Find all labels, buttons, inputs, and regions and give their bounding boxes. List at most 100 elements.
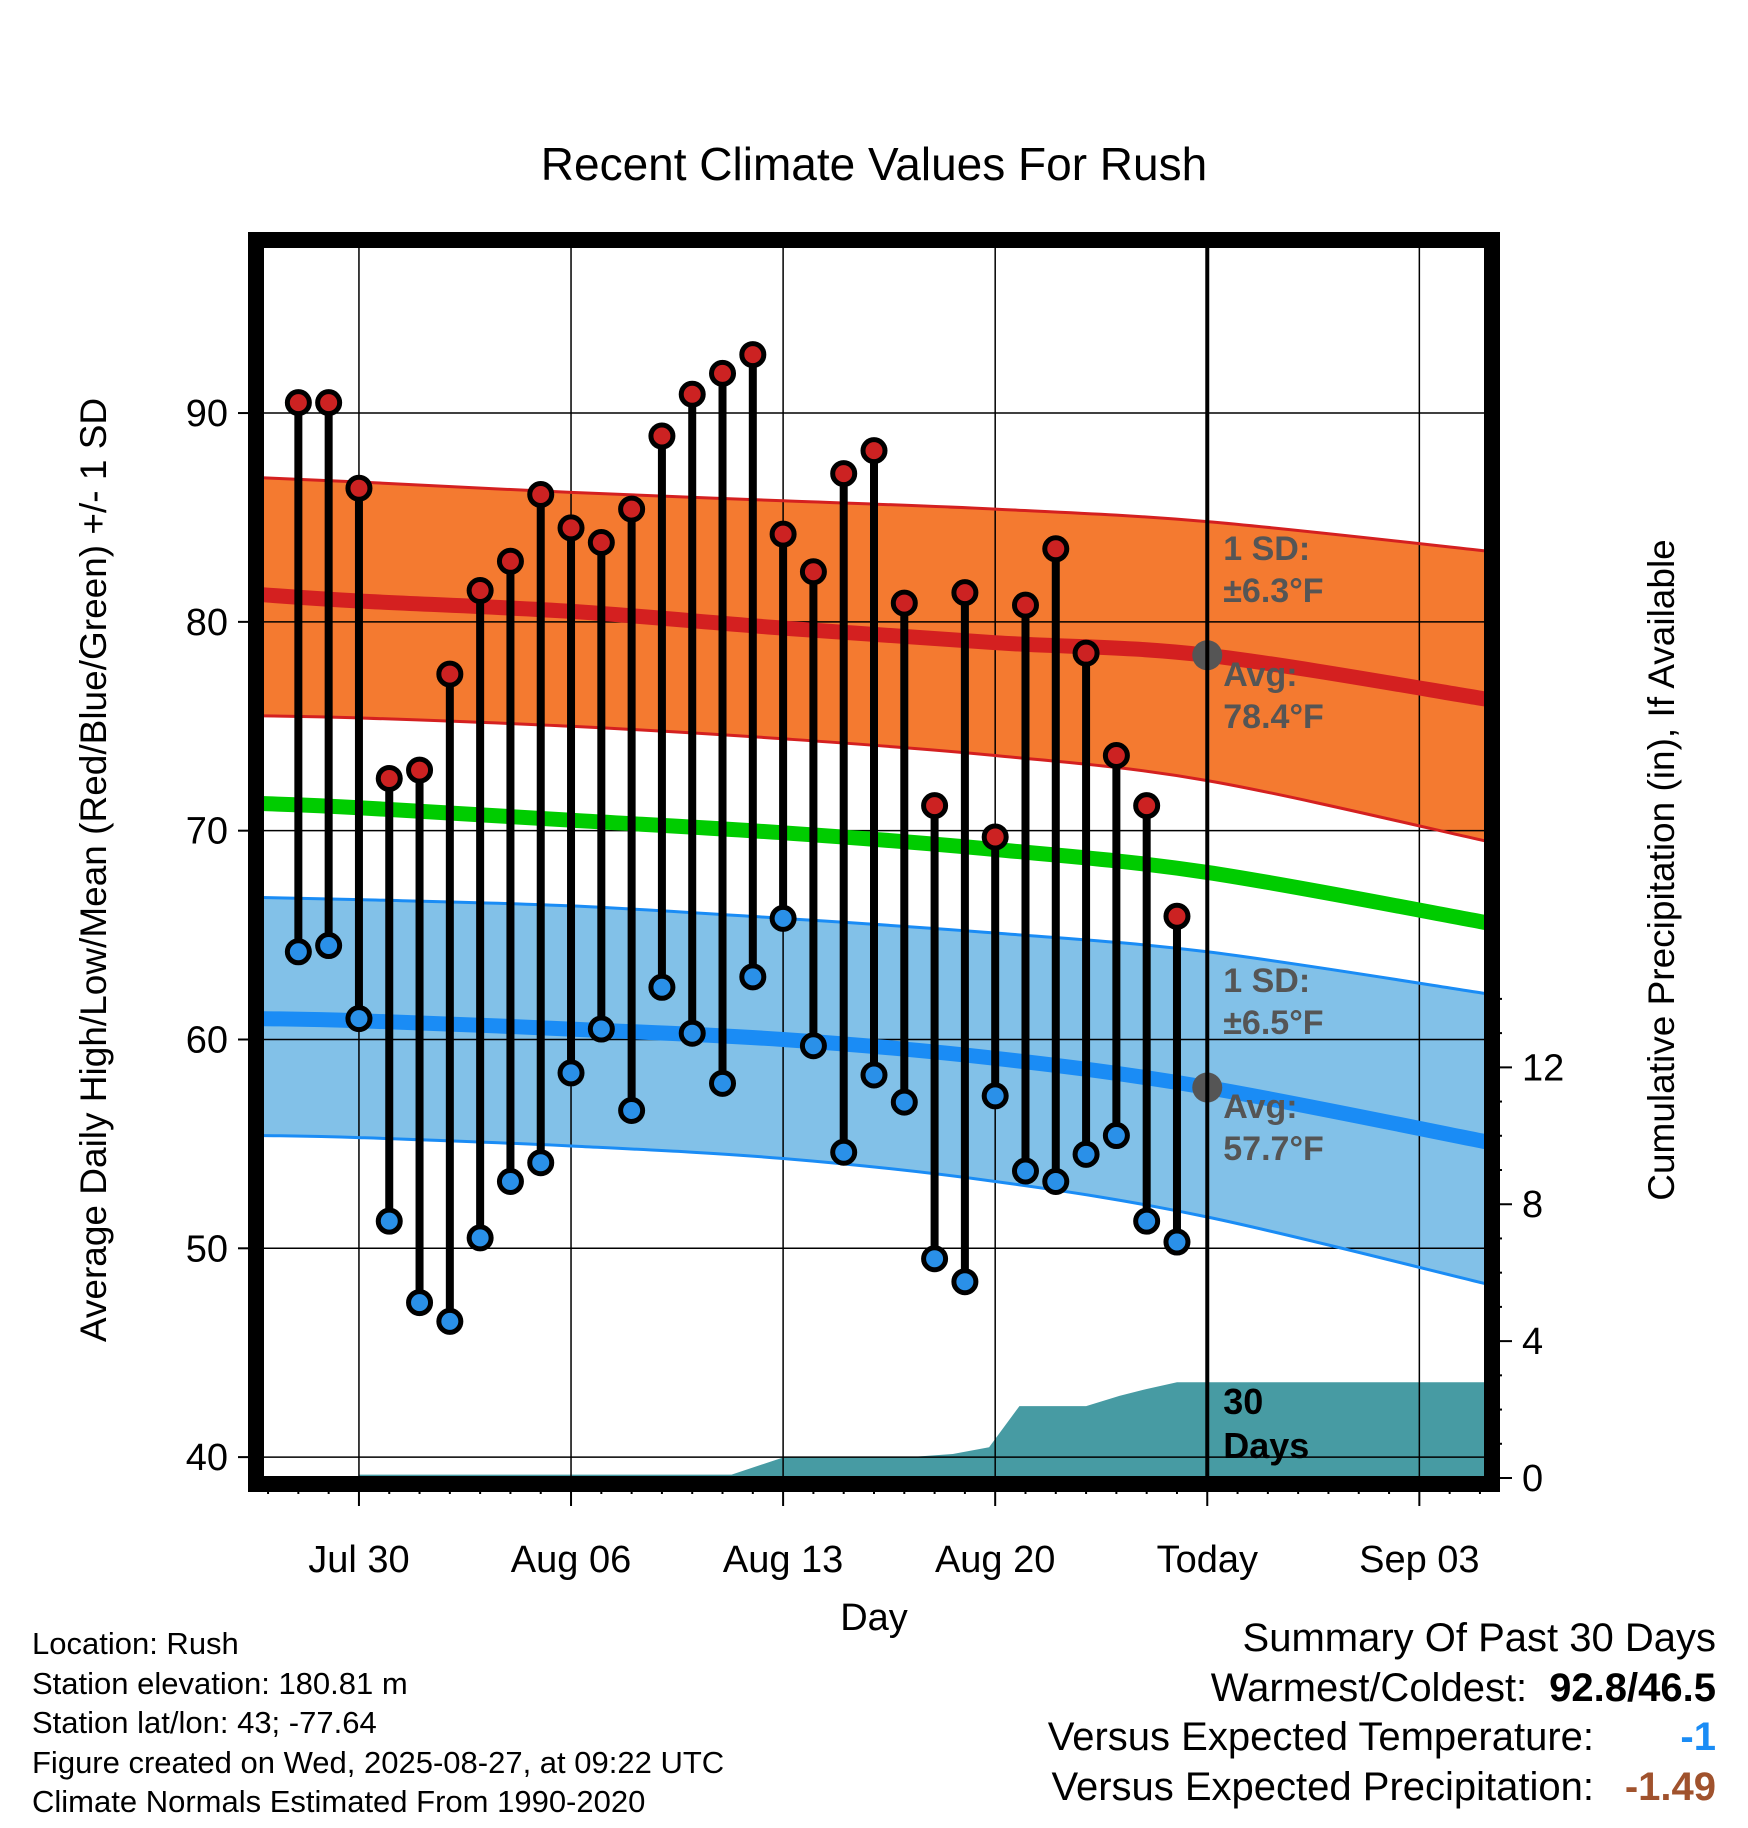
high-point xyxy=(739,341,767,369)
y2-tick-label-8: 8 xyxy=(1522,1184,1543,1226)
high-point xyxy=(890,589,918,617)
low-point xyxy=(436,1307,464,1335)
high-point xyxy=(1163,902,1191,930)
y-tick-label-80: 80 xyxy=(186,602,228,644)
low-point xyxy=(678,1019,706,1047)
summary-warmest-coldest: Warmest/Coldest: 92.8/46.5 xyxy=(1048,1664,1716,1714)
high-avg-value: 78.4°F xyxy=(1223,698,1324,736)
high-point xyxy=(466,577,494,605)
high-point xyxy=(921,792,949,820)
high-point xyxy=(436,660,464,688)
high-point xyxy=(587,529,615,557)
y-tick-label-40: 40 xyxy=(186,1437,228,1479)
warmest-coldest-value: 92.8/46.5 xyxy=(1549,1665,1716,1710)
summary-precip: Versus Expected Precipitation: -1.49 xyxy=(1048,1763,1716,1813)
summary-title: Summary Of Past 30 Days xyxy=(1242,1616,1716,1660)
low-point xyxy=(921,1245,949,1273)
station-info: Location: Rush Station elevation: 180.81… xyxy=(32,1624,724,1822)
low-point xyxy=(951,1268,979,1296)
high-point xyxy=(1072,639,1100,667)
high-point xyxy=(406,756,434,784)
low-sd-upper-edge xyxy=(261,896,1487,996)
y-tick-label-60: 60 xyxy=(186,1019,228,1061)
warmest-coldest-label: Warmest/Coldest: xyxy=(1210,1665,1528,1710)
precip-vs-expected-value: -1.49 xyxy=(1624,1764,1716,1809)
precip-days-label: 30 xyxy=(1223,1381,1263,1422)
low-point xyxy=(587,1015,615,1043)
latlon-text: Station lat/lon: 43; -77.64 xyxy=(32,1705,377,1740)
high-point xyxy=(284,389,312,417)
high-point xyxy=(1042,535,1070,563)
y2-tick-label-12: 12 xyxy=(1522,1047,1564,1089)
daily-markers xyxy=(284,341,1223,1335)
high-point xyxy=(345,474,373,502)
precip-area xyxy=(358,1382,1487,1478)
low-avg-value: 57.7°F xyxy=(1223,1130,1324,1168)
normal-high-line xyxy=(261,587,1488,707)
x-tick-label-sep-03: Sep 03 xyxy=(1359,1539,1479,1581)
low-sd-value: ±6.5°F xyxy=(1223,1004,1323,1042)
precip-area-layer xyxy=(358,1382,1487,1478)
high-point xyxy=(618,495,646,523)
low-avg-label: Avg: xyxy=(1223,1088,1297,1126)
low-point xyxy=(557,1059,585,1087)
high-point xyxy=(496,547,524,575)
location-text: Location: Rush xyxy=(32,1626,239,1661)
low-point xyxy=(618,1096,646,1124)
low-point xyxy=(466,1224,494,1252)
x-tick-label-aug-13: Aug 13 xyxy=(723,1539,843,1581)
high-point xyxy=(678,380,706,408)
high-point xyxy=(1011,591,1039,619)
high-point xyxy=(951,579,979,607)
daily-range-stems xyxy=(294,354,1181,1322)
chart-title: Recent Climate Values For Rush xyxy=(541,138,1207,190)
high-point xyxy=(769,520,797,548)
normal-mean-line xyxy=(261,796,1488,930)
high-point xyxy=(799,558,827,586)
high-sd-label: 1 SD: xyxy=(1223,530,1310,568)
y-axis-title: Average Daily High/Low/Mean (Red/Blue/Gr… xyxy=(73,398,114,1342)
high-point xyxy=(315,389,343,417)
temp-vs-expected-value: -1 xyxy=(1680,1715,1716,1759)
y2-tick-label-0: 0 xyxy=(1522,1458,1543,1500)
low-point xyxy=(315,932,343,960)
high-point xyxy=(527,480,555,508)
low-point xyxy=(648,973,676,1001)
precip-days-label-2: Days xyxy=(1223,1425,1309,1466)
summary-temp: Versus Expected Temperature: -1 xyxy=(1048,1713,1716,1763)
low-sd-lower-edge xyxy=(261,1134,1487,1286)
y-tick-label-50: 50 xyxy=(186,1228,228,1270)
low-point xyxy=(890,1088,918,1116)
high-point xyxy=(1102,742,1130,770)
y2-axis-title: Cumulative Precipitation (in), If Availa… xyxy=(1641,539,1682,1201)
y-tick-label-70: 70 xyxy=(186,811,228,853)
low-point xyxy=(284,938,312,966)
low-point xyxy=(375,1207,403,1235)
high-avg-label: Avg: xyxy=(1223,656,1297,694)
high-point xyxy=(557,514,585,542)
created-text: Figure created on Wed, 2025-08-27, at 09… xyxy=(32,1744,725,1780)
low-point xyxy=(709,1069,737,1097)
x-tick-label-aug-20: Aug 20 xyxy=(935,1539,1055,1581)
low-point xyxy=(1102,1122,1130,1150)
low-point xyxy=(860,1061,888,1089)
high-point xyxy=(648,422,676,450)
high-point xyxy=(709,359,737,387)
low-point xyxy=(981,1082,1009,1110)
elevation-text: Station elevation: 180.81 m xyxy=(32,1665,408,1701)
high-point xyxy=(860,437,888,465)
high-point xyxy=(375,764,403,792)
precip-vs-expected-label: Versus Expected Precipitation: xyxy=(1051,1764,1594,1809)
low-point xyxy=(1072,1140,1100,1168)
x-tick-label-aug-06: Aug 06 xyxy=(511,1539,631,1581)
low-point xyxy=(799,1032,827,1060)
high-point xyxy=(1133,792,1161,820)
normals-text: Climate Normals Estimated From 1990-2020 xyxy=(32,1784,646,1819)
y-axis-right: 0 4 8 12 xyxy=(1494,997,1564,1500)
low-point xyxy=(527,1149,555,1177)
low-point xyxy=(1163,1228,1191,1256)
low-point xyxy=(1133,1207,1161,1235)
x-axis-title: Day xyxy=(840,1597,908,1639)
annotations: 1 SD: ±6.3°F Avg: 78.4°F 1 SD: ±6.5°F Avg: 57.7… xyxy=(1223,530,1324,1466)
